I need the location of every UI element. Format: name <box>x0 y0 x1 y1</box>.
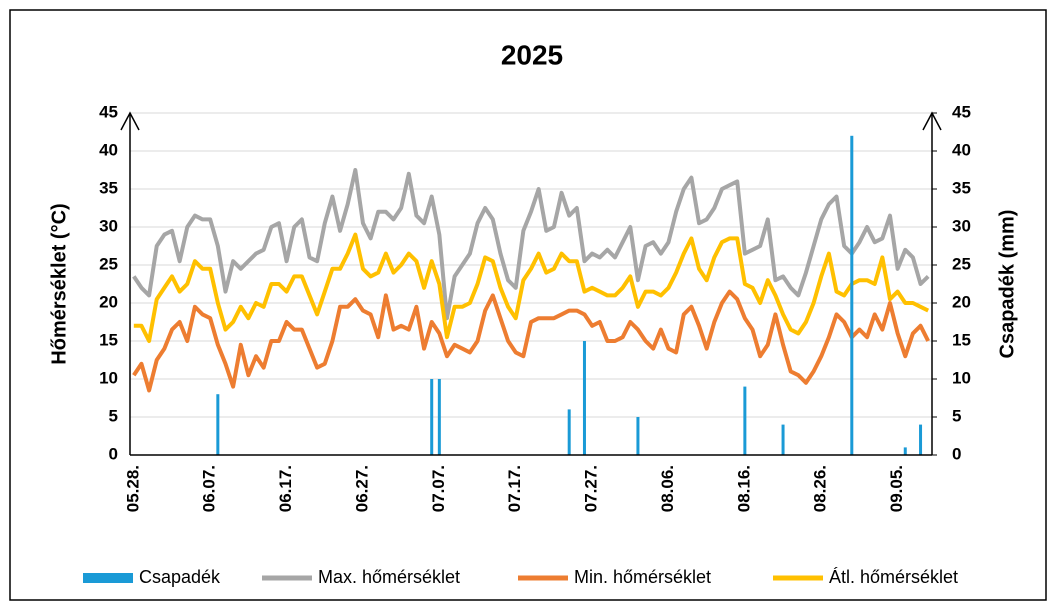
y2-tick-label: 40 <box>952 140 971 159</box>
legend-label: Csapadék <box>139 567 221 587</box>
precip-bar <box>216 394 220 455</box>
x-tick-label: 09.05. <box>887 465 906 512</box>
y-tick-label: 5 <box>109 406 118 425</box>
x-tick-label: 06.27. <box>352 465 371 512</box>
temperature-line <box>132 168 930 321</box>
y2-axis-label: Csapadék (mm) <box>996 210 1018 359</box>
x-tick-label: 08.06. <box>658 465 677 512</box>
precip-bar <box>437 379 441 455</box>
chart-border <box>9 9 1047 601</box>
y-tick-label: 10 <box>99 368 118 387</box>
y2-tick-label: 10 <box>952 368 971 387</box>
x-tick-label: 06.17. <box>276 465 295 512</box>
y2-tick-label: 35 <box>952 178 971 197</box>
axis-arrow <box>120 111 140 131</box>
precip-bar <box>781 424 785 455</box>
x-tick-label: 07.17. <box>505 465 524 512</box>
y-tick-label: 45 <box>99 102 118 121</box>
legend-label: Átl. hőmérséklet <box>829 567 958 587</box>
x-tick-label: 05.28. <box>123 465 142 512</box>
y-tick-label: 35 <box>99 178 118 197</box>
y2-tick-label: 5 <box>952 406 961 425</box>
legend-swatch <box>83 573 133 583</box>
temperature-line <box>132 289 930 393</box>
precip-bar <box>582 341 586 455</box>
chart-title: 2025 <box>501 39 563 70</box>
x-tick-label: 07.27. <box>582 465 601 512</box>
y2-tick-label: 20 <box>952 292 971 311</box>
precip-bar <box>430 379 434 455</box>
y2-tick-label: 25 <box>952 254 971 273</box>
x-tick-label: 06.07. <box>200 465 219 512</box>
temperature-line <box>133 232 930 343</box>
y2-tick-label: 15 <box>952 330 971 349</box>
y-tick-label: 40 <box>99 140 118 159</box>
legend-label: Min. hőmérséklet <box>574 567 711 587</box>
y2-tick-label: 45 <box>952 102 971 121</box>
precip-bar <box>636 417 640 455</box>
x-tick-label: 07.07. <box>429 465 448 512</box>
y-tick-label: 20 <box>99 292 118 311</box>
legend-label: Max. hőmérséklet <box>318 567 460 587</box>
axis-arrow <box>922 111 942 131</box>
y-tick-label: 30 <box>99 216 118 235</box>
y-tick-label: 0 <box>109 444 118 463</box>
precip-bar <box>850 135 854 456</box>
precip-bar <box>567 409 571 455</box>
y2-tick-label: 30 <box>952 216 971 235</box>
y-tick-label: 25 <box>99 254 118 273</box>
x-tick-label: 08.16. <box>734 465 753 512</box>
y-tick-label: 15 <box>99 330 118 349</box>
x-tick-label: 08.26. <box>811 465 830 512</box>
y2-tick-label: 0 <box>952 444 961 463</box>
precip-bar <box>919 424 923 455</box>
y-axis-label: Hőmérséklet (°C) <box>48 203 70 364</box>
precip-bar <box>743 386 747 455</box>
precip-bar <box>903 447 907 455</box>
